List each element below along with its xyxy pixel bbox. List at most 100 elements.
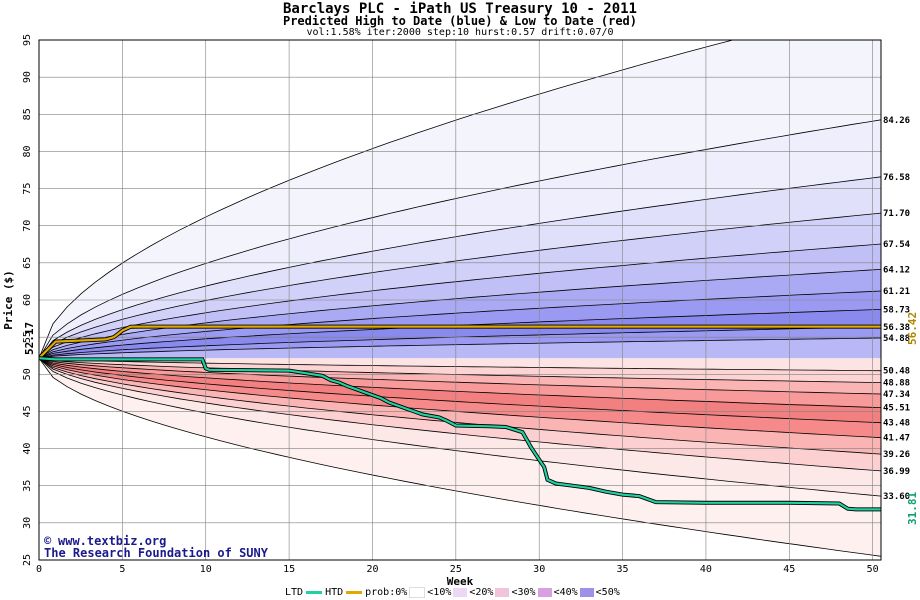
percentile-value-label: 54.88 [883,334,910,344]
low-outer-boundary [39,357,881,557]
high-band [39,326,881,359]
x-tick-label: 50 [867,564,879,575]
x-tick-label: 35 [617,564,629,575]
legend-swatch-10 [409,587,426,598]
x-tick-label: 40 [700,564,712,575]
legend-ltd-swatch [306,591,323,594]
low-band [39,358,881,455]
x-tick-label: 0 [36,564,42,575]
plot-frame [38,39,882,561]
percentile-value-label: 41.47 [883,434,910,444]
y-tick-label: 80 [22,145,33,157]
high-outer-boundary [39,40,735,359]
watermark-org: The Research Foundation of SUNY [44,546,269,560]
percentile-value-label: 67.54 [883,240,911,250]
high-percentile-line [39,290,881,359]
percentile-value-label: 76.58 [883,173,910,183]
y-tick-label: 45 [22,405,33,417]
legend-item-20: <20% [469,587,494,598]
high-band [39,244,881,359]
high-percentile-line [39,212,881,359]
low-percentile-line [39,357,881,472]
low-band [39,358,881,497]
start-price-label: 52.17 [23,322,36,355]
high-percentile-line [39,176,881,359]
low-band [39,358,881,438]
legend-ltd-label: LTD [285,587,304,598]
high-band [39,338,881,359]
high-percentile-line [39,337,881,359]
low-percentile-line [39,357,881,383]
high-band-outer [39,40,881,359]
legend-item-30: <30% [511,587,536,598]
legend-item-10: <10% [427,587,452,598]
ltd-end-label: 31.81 [906,492,919,525]
low-band [39,358,881,423]
high-band [39,269,881,359]
x-tick-label: 25 [450,564,462,575]
chart-params: vol:1.58% iter:2000 step:10 hurst:0.57 d… [306,27,614,38]
htd-line [39,325,881,359]
low-band [39,358,881,408]
percentile-value-label: 39.26 [883,450,910,460]
y-tick-label: 30 [22,517,33,529]
high-band [39,213,881,359]
percentile-value-label: 45.51 [883,404,910,414]
low-band-outer [39,358,881,557]
y-tick-label: 70 [22,220,33,232]
percentile-value-label: 33.60 [883,492,910,502]
x-tick-label: 15 [283,564,295,575]
percentile-value-label: 56.38 [883,323,910,333]
y-tick-label: 65 [22,257,33,269]
htd-end-label: 56.42 [906,312,919,345]
x-tick-label: 20 [366,564,378,575]
y-tick-label: 40 [22,443,33,455]
percentile-value-label: 71.70 [883,209,910,219]
low-percentile-line [39,357,881,372]
y-tick-label: 25 [22,554,33,566]
legend-prob-label: prob:0% [365,587,408,598]
y-tick-label: 90 [22,71,33,83]
x-tick-label: 30 [533,564,545,575]
y-tick-label: 75 [22,183,33,195]
percentile-value-label: 36.99 [883,467,910,477]
legend-swatch-40 [537,588,552,597]
percentile-value-label: 64.12 [883,265,910,275]
x-axis-label: Week [447,575,474,588]
legend-swatch-50 [579,588,594,597]
high-band [39,119,881,359]
percentile-value-label: 58.73 [883,305,910,315]
percentile-value-label: 48.88 [883,379,910,389]
ltd-line [39,357,881,511]
y-tick-label: 60 [22,294,33,306]
legend-swatch-20 [453,588,468,597]
percentile-value-label: 50.48 [883,367,910,377]
high-band [39,309,881,359]
legend-htd-label: HTD [325,587,344,598]
high-percentile-line [39,243,881,359]
watermark-url: www.textbiz.org [58,534,166,548]
percentile-value-label: 84.26 [883,116,910,126]
y-tick-label: 35 [22,480,33,492]
low-band [39,358,881,371]
percentile-value-label: 47.34 [883,390,911,400]
low-percentile-line [39,357,881,408]
percentile-value-label: 61.21 [883,287,910,297]
copyright-symbol: © [44,534,52,548]
x-tick-label: 45 [783,564,795,575]
y-axis-label: Price ($) [2,270,15,330]
x-tick-label: 10 [200,564,212,575]
low-percentile-line [39,357,881,395]
low-band [39,358,881,394]
chart-title: Barclays PLC - iPath US Treasury 10 - 20… [282,1,637,17]
chart-legend: LTD HTD prob:0% <10% <20% <30% <40% <50% [285,587,620,598]
percentile-value-label: 43.48 [883,419,910,429]
high-percentile-line [39,119,881,359]
y-tick-label: 85 [22,108,33,120]
chart-subtitle: Predicted High to Date (blue) & Low to D… [282,14,637,28]
low-percentile-line [39,357,881,497]
low-band [39,358,881,471]
y-tick-label: 55 [22,331,33,343]
y-tick-label: 50 [22,368,33,380]
